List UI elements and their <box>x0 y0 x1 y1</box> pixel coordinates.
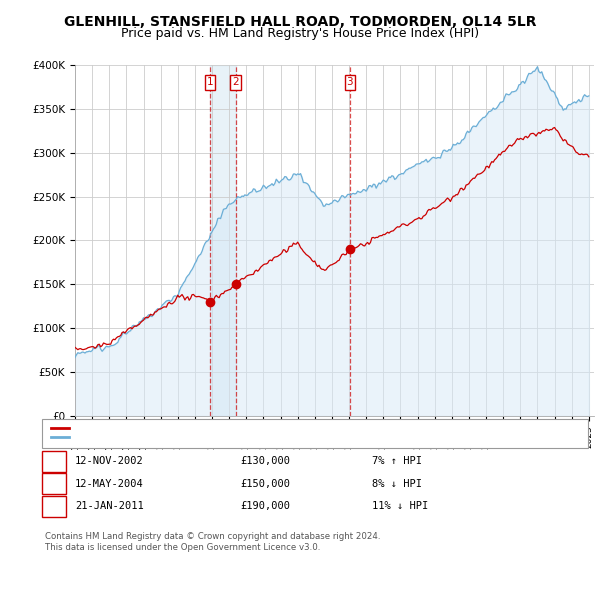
Text: 2: 2 <box>50 479 58 489</box>
Text: 1: 1 <box>206 77 213 87</box>
Text: 11% ↓ HPI: 11% ↓ HPI <box>372 502 428 511</box>
Text: GLENHILL, STANSFIELD HALL ROAD, TODMORDEN, OL14 5LR: GLENHILL, STANSFIELD HALL ROAD, TODMORDE… <box>64 15 536 29</box>
Text: 12-NOV-2002: 12-NOV-2002 <box>75 457 144 466</box>
Bar <box>210 65 236 416</box>
Text: 3: 3 <box>50 502 58 511</box>
Text: 12-MAY-2004: 12-MAY-2004 <box>75 479 144 489</box>
Text: 1: 1 <box>50 457 58 466</box>
Text: Contains HM Land Registry data © Crown copyright and database right 2024.
This d: Contains HM Land Registry data © Crown c… <box>45 532 380 552</box>
Text: GLENHILL, STANSFIELD HALL ROAD, TODMORDEN, OL14 5LR (detached house): GLENHILL, STANSFIELD HALL ROAD, TODMORDE… <box>72 424 459 433</box>
Text: £150,000: £150,000 <box>240 479 290 489</box>
Text: Price paid vs. HM Land Registry's House Price Index (HPI): Price paid vs. HM Land Registry's House … <box>121 27 479 40</box>
Text: HPI: Average price, detached house, Calderdale: HPI: Average price, detached house, Cald… <box>72 432 305 441</box>
Text: £190,000: £190,000 <box>240 502 290 511</box>
Text: 21-JAN-2011: 21-JAN-2011 <box>75 502 144 511</box>
Text: £130,000: £130,000 <box>240 457 290 466</box>
Text: 8% ↓ HPI: 8% ↓ HPI <box>372 479 422 489</box>
Text: 3: 3 <box>347 77 353 87</box>
Text: 2: 2 <box>232 77 239 87</box>
Text: 7% ↑ HPI: 7% ↑ HPI <box>372 457 422 466</box>
